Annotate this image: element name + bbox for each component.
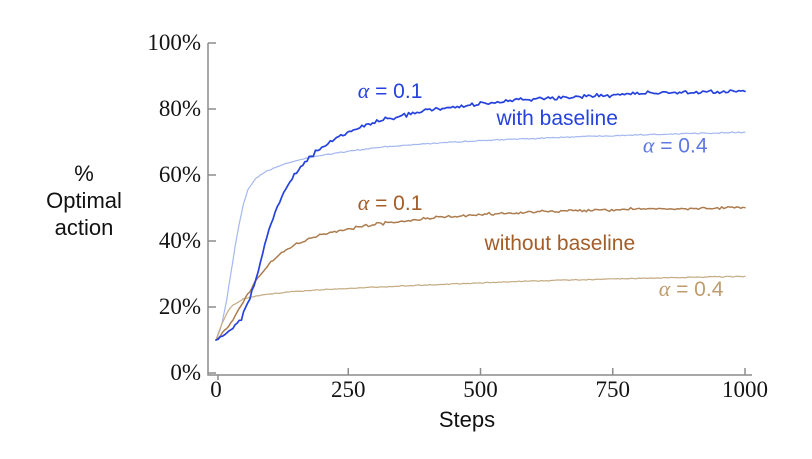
y-tick-label: 40% (159, 228, 201, 253)
annotation-0: α = 0.1 (358, 78, 423, 103)
x-tick-label: 1000 (722, 377, 768, 402)
y-tick-label: 20% (159, 294, 201, 319)
x-tick-label: 250 (331, 377, 366, 402)
annotation-4: without baseline (484, 232, 636, 255)
series-line-2 (215, 205, 746, 341)
y-tick-label: 100% (147, 30, 201, 55)
series-line-3 (215, 89, 746, 341)
y-axis-title-line-3: action (54, 215, 114, 240)
annotation-5: α = 0.4 (659, 276, 724, 301)
x-tick-label: 750 (596, 377, 631, 402)
y-axis-title-line-1: % (74, 161, 94, 186)
x-tick-label: 500 (463, 377, 498, 402)
y-tick-label: 0% (170, 360, 201, 385)
y-tick-label: 60% (159, 162, 201, 187)
axes (207, 43, 752, 376)
x-axis-title: Steps (438, 407, 496, 432)
y-tick-label: 80% (159, 96, 201, 121)
series-line-1 (215, 275, 746, 341)
series-line-0 (215, 131, 746, 341)
annotation-3: α = 0.1 (358, 190, 423, 215)
x-tick-label: 0 (210, 377, 222, 402)
annotation-2: α = 0.4 (643, 132, 708, 157)
y-axis-title-line-2: Optimal (46, 188, 122, 213)
annotation-1: with baseline (496, 107, 618, 130)
y-axis-title: % Optimal action (24, 160, 144, 241)
